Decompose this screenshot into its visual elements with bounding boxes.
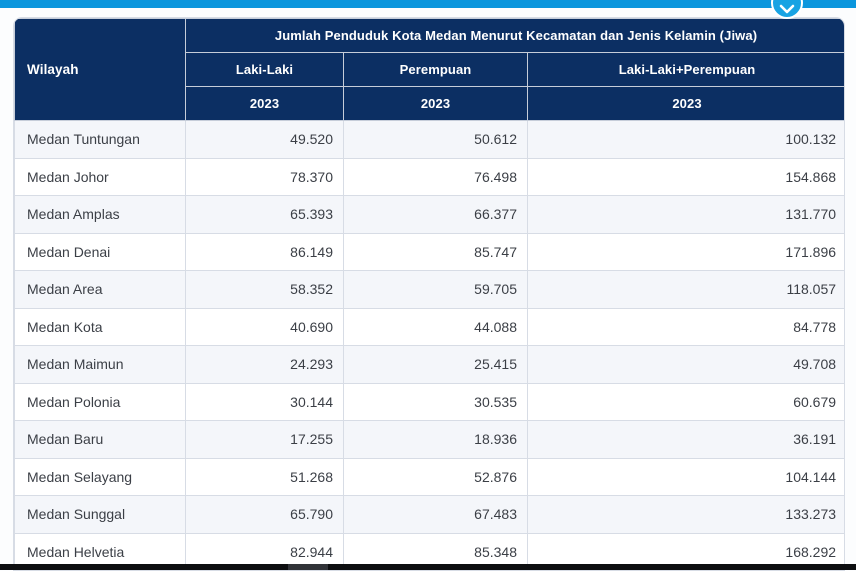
wilayah-cell: Medan Area	[14, 270, 186, 309]
year-header-total: 2023	[526, 86, 844, 121]
laki-laki-cell: 24.293	[185, 345, 344, 384]
table-row: Medan Maimun 24.293 25.415 49.708	[14, 345, 844, 384]
table-row: Medan Sunggal 65.790 67.483 133.273	[14, 495, 844, 534]
table-row: Medan Baru 17.255 18.936 36.191	[14, 420, 844, 459]
table-row: Medan Johor 78.370 76.498 154.868	[14, 157, 844, 196]
column-header-total: Laki-Laki+Perempuan	[526, 52, 844, 87]
table-row: Medan Amplas 65.393 66.377 131.770	[14, 195, 844, 234]
perempuan-cell: 59.705	[343, 270, 528, 309]
total-cell: 49.708	[526, 345, 844, 384]
wilayah-cell: Medan Amplas	[14, 195, 186, 234]
total-cell: 60.679	[526, 382, 844, 421]
wilayah-cell: Medan Johor	[14, 157, 186, 196]
perempuan-cell: 85.747	[343, 232, 528, 271]
horizontal-scrollbar[interactable]	[0, 564, 856, 570]
table-row: Medan Kota 40.690 44.088 84.778	[14, 307, 844, 346]
perempuan-cell: 44.088	[343, 307, 528, 346]
year-header-perempuan: 2023	[343, 86, 528, 121]
table-row: Medan Selayang 51.268 52.876 104.144	[14, 457, 844, 496]
perempuan-cell: 30.535	[343, 382, 528, 421]
population-table: Wilayah Jumlah Penduduk Kota Medan Menur…	[14, 18, 844, 571]
column-header-laki-laki: Laki-Laki	[185, 52, 344, 87]
perempuan-cell: 18.936	[343, 420, 528, 459]
table-row: Medan Polonia 30.144 30.535 60.679	[14, 382, 844, 421]
total-cell: 133.273	[526, 495, 844, 534]
table-row: Medan Area 58.352 59.705 118.057	[14, 270, 844, 309]
wilayah-cell: Medan Denai	[14, 232, 186, 271]
population-table-container: Wilayah Jumlah Penduduk Kota Medan Menur…	[13, 17, 845, 571]
top-accent-bar	[0, 0, 856, 8]
total-cell: 84.778	[526, 307, 844, 346]
perempuan-cell: 67.483	[343, 495, 528, 534]
wilayah-cell: Medan Tuntungan	[14, 120, 186, 159]
perempuan-cell: 66.377	[343, 195, 528, 234]
table-row: Medan Tuntungan 49.520 50.612 100.132	[14, 120, 844, 159]
wilayah-cell: Medan Polonia	[14, 382, 186, 421]
perempuan-cell: 50.612	[343, 120, 528, 159]
laki-laki-cell: 65.790	[185, 495, 344, 534]
total-cell: 36.191	[526, 420, 844, 459]
wilayah-cell: Medan Kota	[14, 307, 186, 346]
wilayah-cell: Medan Baru	[14, 420, 186, 459]
year-header-laki-laki: 2023	[185, 86, 344, 121]
chevron-down-icon	[779, 4, 795, 17]
total-cell: 131.770	[526, 195, 844, 234]
total-cell: 171.896	[526, 232, 844, 271]
table-title: Jumlah Penduduk Kota Medan Menurut Kecam…	[184, 18, 844, 53]
scrollbar-thumb[interactable]	[288, 564, 328, 570]
laki-laki-cell: 78.370	[185, 157, 344, 196]
laki-laki-cell: 49.520	[185, 120, 344, 159]
laki-laki-cell: 30.144	[185, 382, 344, 421]
column-header-wilayah: Wilayah	[14, 18, 186, 121]
column-header-perempuan: Perempuan	[343, 52, 528, 87]
perempuan-cell: 25.415	[343, 345, 528, 384]
laki-laki-cell: 17.255	[185, 420, 344, 459]
wilayah-cell: Medan Sunggal	[14, 495, 186, 534]
total-cell: 118.057	[526, 270, 844, 309]
wilayah-cell: Medan Maimun	[14, 345, 186, 384]
laki-laki-cell: 51.268	[185, 457, 344, 496]
laki-laki-cell: 40.690	[185, 307, 344, 346]
laki-laki-cell: 58.352	[185, 270, 344, 309]
table-row: Medan Denai 86.149 85.747 171.896	[14, 232, 844, 271]
wilayah-cell: Medan Selayang	[14, 457, 186, 496]
total-cell: 100.132	[526, 120, 844, 159]
laki-laki-cell: 86.149	[185, 232, 344, 271]
perempuan-cell: 76.498	[343, 157, 528, 196]
total-cell: 104.144	[526, 457, 844, 496]
laki-laki-cell: 65.393	[185, 195, 344, 234]
perempuan-cell: 52.876	[343, 457, 528, 496]
total-cell: 154.868	[526, 157, 844, 196]
